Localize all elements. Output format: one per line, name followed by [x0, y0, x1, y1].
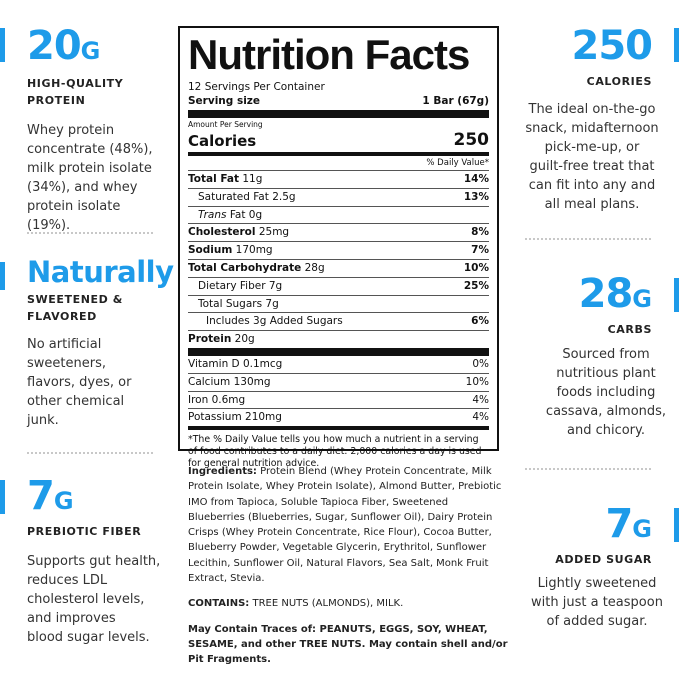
stat-description: Lightly sweetened with just a teaspoon of …	[517, 574, 677, 631]
divider	[27, 232, 153, 234]
allergen-contains: CONTAINS: TREE NUTS (ALMONDS), MILK.	[188, 596, 508, 611]
divider	[27, 452, 153, 454]
accent-bar	[674, 278, 679, 312]
fiber-stat: 7G PREBIOTIC FIBER Supports gut health, r…	[27, 476, 177, 647]
stat-value: 28G	[502, 274, 652, 314]
nutrient-row: Saturated Fat 2.5g 13%	[188, 188, 489, 206]
nutrition-facts-label: Nutrition Facts 12 Servings Per Containe…	[178, 26, 499, 451]
accent-bar	[0, 262, 5, 290]
amount-per-serving: Amount Per Serving	[188, 120, 489, 130]
nutrient-row: Cholesterol 25mg 8%	[188, 223, 489, 241]
nutrient-row: Trans Fat 0g	[188, 206, 489, 224]
nutrient-row: Total Carbohydrate 28g 10%	[188, 259, 489, 277]
vitamin-row: Potassium 210mg 4%	[188, 408, 489, 430]
accent-bar	[0, 28, 5, 62]
stat-description: Sourced from nutritious plant foods includ…	[532, 345, 679, 440]
stat-title: HIGH-QUALITY PROTEIN	[27, 75, 167, 109]
added-sugar-stat: 7G ADDED SUGAR	[502, 504, 652, 568]
accent-bar	[674, 28, 679, 62]
stat-value: 20G	[27, 26, 167, 66]
stat-value: 7G	[502, 504, 652, 544]
ingredients-block: Ingredients: Protein Blend (Whey Protein…	[188, 464, 508, 678]
accent-bar	[0, 480, 5, 514]
nutrient-row: Total Sugars 7g	[188, 295, 489, 313]
vitamin-row: Vitamin D 0.1mcg 0%	[188, 356, 489, 373]
protein-stat: 20G HIGH-QUALITY PROTEIN Whey protein conc…	[27, 26, 167, 235]
nutrient-row: Dietary Fiber 7g 25%	[188, 277, 489, 295]
nutrient-row: Includes 3g Added Sugars 6%	[188, 312, 489, 330]
daily-value-header: % Daily Value*	[188, 156, 489, 170]
stat-description: The ideal on-the-go snack, midafternoon pi…	[512, 100, 672, 214]
stat-value: 7G	[27, 476, 177, 516]
stat-title: SWEETENED & FLAVORED	[27, 291, 177, 325]
stat-title: CARBS	[502, 321, 652, 338]
allergen-traces: May Contain Traces of: PEANUTS, EGGS, SO…	[188, 622, 508, 668]
stat-title: ADDED SUGAR	[502, 551, 652, 568]
divider	[525, 238, 651, 240]
calories-row: Calories 250	[188, 130, 489, 156]
stat-description: Supports gut health, reduces LDL cholester…	[27, 552, 177, 647]
label-title: Nutrition Facts	[188, 34, 489, 76]
vitamin-row: Calcium 130mg 10%	[188, 373, 489, 391]
stat-title: CALORIES	[502, 73, 652, 90]
stat-value: 250	[502, 26, 652, 66]
naturally-stat: Naturally SWEETENED & FLAVORED No artific…	[27, 258, 177, 430]
servings-per-container: 12 Servings Per Container	[188, 80, 489, 94]
nutrient-row: Sodium 170mg 7%	[188, 241, 489, 259]
calories-stat: 250 CALORIES	[502, 26, 652, 90]
serving-size-row: Serving size 1 Bar (67g)	[188, 94, 489, 118]
stat-value: Naturally	[27, 258, 177, 287]
nutrient-row: Total Fat 11g 14%	[188, 170, 489, 188]
nutrient-row: Protein 20g	[188, 330, 489, 356]
stat-description: Whey protein concentrate (48%), milk prote…	[27, 121, 167, 235]
stat-title: PREBIOTIC FIBER	[27, 523, 177, 540]
carbs-stat: 28G CARBS	[502, 274, 652, 338]
ingredients-list: Ingredients: Protein Blend (Whey Protein…	[188, 464, 508, 586]
divider	[525, 468, 651, 470]
vitamin-row: Iron 0.6mg 4%	[188, 391, 489, 409]
accent-bar	[674, 508, 679, 542]
stat-description: No artificial sweeteners, flavors, dyes, o…	[27, 335, 177, 430]
